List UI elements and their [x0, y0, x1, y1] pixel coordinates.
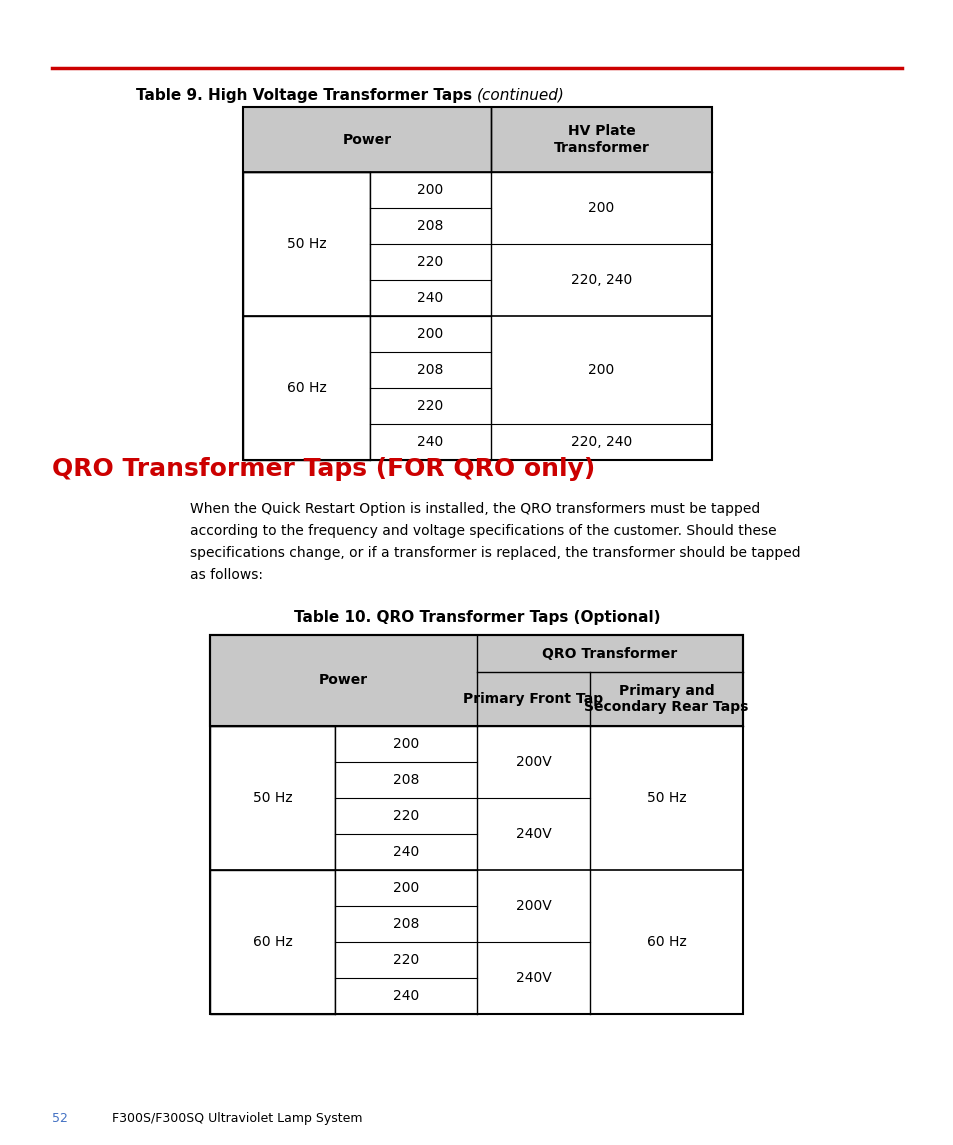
Text: 200: 200 [588, 363, 614, 377]
Bar [476, 870, 589, 942]
Text: according to the frequency and voltage specifications of the customer. Should th: according to the frequency and voltage s… [190, 524, 776, 538]
Bar [243, 172, 370, 316]
Text: 50 Hz: 50 Hz [287, 237, 326, 251]
Text: 220, 240: 220, 240 [570, 273, 632, 287]
Bar [491, 244, 711, 316]
Bar [370, 208, 491, 244]
Bar [210, 726, 335, 870]
Text: HV Plate
Transformer: HV Plate Transformer [553, 125, 649, 155]
Text: 220, 240: 220, 240 [570, 435, 632, 449]
Text: 220: 220 [417, 398, 443, 413]
Bar [243, 106, 711, 460]
Text: 208: 208 [393, 917, 418, 931]
Text: 200V: 200V [515, 899, 551, 913]
Bar [210, 635, 742, 726]
Bar [335, 906, 476, 942]
Bar [210, 726, 335, 870]
Bar [370, 424, 491, 460]
Bar [210, 870, 335, 1014]
Text: Power: Power [318, 673, 368, 687]
Text: Primary and
Secondary Rear Taps: Primary and Secondary Rear Taps [583, 684, 748, 714]
Text: Table 9. High Voltage Transformer Taps: Table 9. High Voltage Transformer Taps [135, 88, 476, 103]
Text: (continued): (continued) [476, 88, 564, 103]
Bar [370, 316, 491, 352]
Bar [210, 635, 742, 1014]
Bar [335, 726, 476, 763]
Bar [335, 870, 476, 906]
Text: 200: 200 [417, 183, 443, 197]
Text: 208: 208 [416, 363, 443, 377]
Text: 240: 240 [393, 989, 418, 1003]
Bar [476, 635, 742, 672]
Bar [370, 281, 491, 316]
Text: 50 Hz: 50 Hz [253, 791, 292, 805]
Text: 240V: 240V [515, 971, 551, 985]
Text: 60 Hz: 60 Hz [286, 381, 326, 395]
Text: 200V: 200V [515, 755, 551, 769]
Bar [243, 316, 370, 460]
Text: When the Quick Restart Option is installed, the QRO transformers must be tapped: When the Quick Restart Option is install… [190, 502, 760, 516]
Bar [491, 316, 711, 424]
Text: 220: 220 [393, 810, 418, 823]
Bar [370, 172, 491, 208]
Bar [243, 316, 370, 460]
Bar [243, 172, 370, 316]
Text: 200: 200 [393, 737, 418, 751]
Text: 52: 52 [52, 1112, 68, 1126]
Text: Table 10. QRO Transformer Taps (Optional): Table 10. QRO Transformer Taps (Optional… [294, 610, 659, 625]
Bar [589, 870, 742, 1014]
Text: specifications change, or if a transformer is replaced, the transformer should b: specifications change, or if a transform… [190, 546, 800, 560]
Bar [243, 106, 711, 172]
Text: 50 Hz: 50 Hz [646, 791, 685, 805]
Text: 200: 200 [393, 881, 418, 895]
Text: 200: 200 [417, 327, 443, 341]
Text: Power: Power [342, 133, 391, 147]
Text: as follows:: as follows: [190, 568, 263, 582]
Text: Primary Front Tap: Primary Front Tap [463, 692, 603, 706]
Bar [491, 424, 711, 460]
Text: 208: 208 [393, 773, 418, 787]
Bar [335, 978, 476, 1014]
Bar [335, 942, 476, 978]
Text: QRO Transformer Taps (FOR QRO only): QRO Transformer Taps (FOR QRO only) [52, 457, 595, 481]
Bar [476, 942, 589, 1014]
Text: 200: 200 [588, 202, 614, 215]
Bar [370, 352, 491, 388]
Text: 240V: 240V [515, 827, 551, 840]
Text: 220: 220 [417, 255, 443, 269]
Bar [491, 172, 711, 244]
Bar [589, 726, 742, 870]
Bar [476, 726, 589, 798]
Text: 60 Hz: 60 Hz [253, 935, 292, 949]
Bar [370, 388, 491, 424]
Text: 60 Hz: 60 Hz [646, 935, 685, 949]
Bar [335, 798, 476, 834]
Bar [335, 834, 476, 870]
Text: QRO Transformer: QRO Transformer [542, 647, 677, 661]
Bar [370, 244, 491, 281]
Text: F300S/F300SQ Ultraviolet Lamp System: F300S/F300SQ Ultraviolet Lamp System [112, 1112, 362, 1126]
Bar [476, 672, 742, 726]
Text: 208: 208 [416, 219, 443, 232]
Text: 240: 240 [417, 291, 443, 305]
Text: 220: 220 [393, 953, 418, 968]
Text: 240: 240 [417, 435, 443, 449]
Bar [335, 763, 476, 798]
Bar [476, 798, 589, 870]
Bar [210, 635, 476, 726]
Text: 240: 240 [393, 845, 418, 859]
Bar [210, 870, 335, 1014]
